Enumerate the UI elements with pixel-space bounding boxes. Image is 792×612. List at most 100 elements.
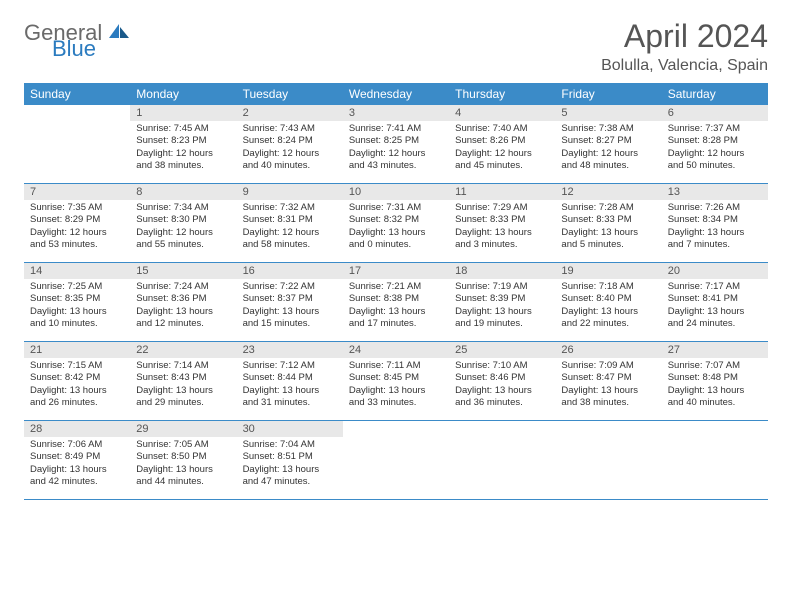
day-cell: 18Sunrise: 7:19 AMSunset: 8:39 PMDayligh…: [449, 263, 555, 341]
sunset-text: Sunset: 8:39 PM: [455, 293, 549, 305]
week-row: 14Sunrise: 7:25 AMSunset: 8:35 PMDayligh…: [24, 263, 768, 342]
day-number: 15: [130, 263, 236, 279]
daylight-text: Daylight: 12 hours and 50 minutes.: [668, 148, 762, 173]
daylight-text: Daylight: 13 hours and 15 minutes.: [243, 306, 337, 331]
daylight-text: Daylight: 13 hours and 26 minutes.: [30, 385, 124, 410]
day-details: Sunrise: 7:21 AMSunset: 8:38 PMDaylight:…: [343, 279, 449, 334]
day-cell: [555, 421, 661, 499]
day-number: [449, 421, 555, 425]
day-cell: 14Sunrise: 7:25 AMSunset: 8:35 PMDayligh…: [24, 263, 130, 341]
daylight-text: Daylight: 13 hours and 29 minutes.: [136, 385, 230, 410]
daylight-text: Daylight: 13 hours and 5 minutes.: [561, 227, 655, 252]
day-number: 27: [662, 342, 768, 358]
sunset-text: Sunset: 8:37 PM: [243, 293, 337, 305]
week-row: 1Sunrise: 7:45 AMSunset: 8:23 PMDaylight…: [24, 105, 768, 184]
day-details: Sunrise: 7:10 AMSunset: 8:46 PMDaylight:…: [449, 358, 555, 413]
day-details: Sunrise: 7:28 AMSunset: 8:33 PMDaylight:…: [555, 200, 661, 255]
daylight-text: Daylight: 12 hours and 55 minutes.: [136, 227, 230, 252]
sunset-text: Sunset: 8:30 PM: [136, 214, 230, 226]
sunset-text: Sunset: 8:25 PM: [349, 135, 443, 147]
day-details: Sunrise: 7:38 AMSunset: 8:27 PMDaylight:…: [555, 121, 661, 176]
sunrise-text: Sunrise: 7:11 AM: [349, 360, 443, 372]
sunrise-text: Sunrise: 7:37 AM: [668, 123, 762, 135]
sunset-text: Sunset: 8:38 PM: [349, 293, 443, 305]
daylight-text: Daylight: 13 hours and 3 minutes.: [455, 227, 549, 252]
sunset-text: Sunset: 8:50 PM: [136, 451, 230, 463]
sunrise-text: Sunrise: 7:45 AM: [136, 123, 230, 135]
daylight-text: Daylight: 13 hours and 0 minutes.: [349, 227, 443, 252]
sunset-text: Sunset: 8:42 PM: [30, 372, 124, 384]
day-details: Sunrise: 7:15 AMSunset: 8:42 PMDaylight:…: [24, 358, 130, 413]
sunset-text: Sunset: 8:34 PM: [668, 214, 762, 226]
daylight-text: Daylight: 12 hours and 45 minutes.: [455, 148, 549, 173]
day-cell: [449, 421, 555, 499]
daylight-text: Daylight: 12 hours and 43 minutes.: [349, 148, 443, 173]
day-cell: 6Sunrise: 7:37 AMSunset: 8:28 PMDaylight…: [662, 105, 768, 183]
sunset-text: Sunset: 8:45 PM: [349, 372, 443, 384]
daylight-text: Daylight: 13 hours and 19 minutes.: [455, 306, 549, 331]
daylight-text: Daylight: 13 hours and 31 minutes.: [243, 385, 337, 410]
day-number: 6: [662, 105, 768, 121]
day-number: 4: [449, 105, 555, 121]
sunrise-text: Sunrise: 7:28 AM: [561, 202, 655, 214]
day-number: 2: [237, 105, 343, 121]
weekday-header: Sunday: [24, 83, 130, 105]
sunrise-text: Sunrise: 7:06 AM: [30, 439, 124, 451]
day-details: Sunrise: 7:19 AMSunset: 8:39 PMDaylight:…: [449, 279, 555, 334]
sunset-text: Sunset: 8:33 PM: [455, 214, 549, 226]
day-details: Sunrise: 7:34 AMSunset: 8:30 PMDaylight:…: [130, 200, 236, 255]
daylight-text: Daylight: 13 hours and 47 minutes.: [243, 464, 337, 489]
sunrise-text: Sunrise: 7:35 AM: [30, 202, 124, 214]
sunrise-text: Sunrise: 7:32 AM: [243, 202, 337, 214]
day-number: 30: [237, 421, 343, 437]
day-details: Sunrise: 7:45 AMSunset: 8:23 PMDaylight:…: [130, 121, 236, 176]
sunset-text: Sunset: 8:44 PM: [243, 372, 337, 384]
day-cell: 24 Sunrise: 7:11 AMSunset: 8:45 PMDayligh…: [343, 342, 449, 420]
day-number: 1: [130, 105, 236, 121]
sunset-text: Sunset: 8:36 PM: [136, 293, 230, 305]
day-cell: 27Sunrise: 7:07 AMSunset: 8:48 PMDayligh…: [662, 342, 768, 420]
sunset-text: Sunset: 8:51 PM: [243, 451, 337, 463]
calendar: SundayMondayTuesdayWednesdayThursdayFrid…: [24, 83, 768, 500]
day-cell: 26Sunrise: 7:09 AMSunset: 8:47 PMDayligh…: [555, 342, 661, 420]
daylight-text: Daylight: 13 hours and 42 minutes.: [30, 464, 124, 489]
day-cell: 22Sunrise: 7:14 AMSunset: 8:43 PMDayligh…: [130, 342, 236, 420]
sunrise-text: Sunrise: 7:05 AM: [136, 439, 230, 451]
daylight-text: Daylight: 13 hours and 7 minutes.: [668, 227, 762, 252]
sunset-text: Sunset: 8:24 PM: [243, 135, 337, 147]
day-cell: 3Sunrise: 7:41 AMSunset: 8:25 PMDaylight…: [343, 105, 449, 183]
daylight-text: Daylight: 12 hours and 58 minutes.: [243, 227, 337, 252]
day-cell: 20Sunrise: 7:17 AMSunset: 8:41 PMDayligh…: [662, 263, 768, 341]
sunrise-text: Sunrise: 7:38 AM: [561, 123, 655, 135]
sunrise-text: Sunrise: 7:09 AM: [561, 360, 655, 372]
day-number: 17: [343, 263, 449, 279]
day-details: Sunrise: 7:37 AMSunset: 8:28 PMDaylight:…: [662, 121, 768, 176]
day-details: Sunrise: 7:29 AMSunset: 8:33 PMDaylight:…: [449, 200, 555, 255]
day-number: [343, 421, 449, 425]
daylight-text: Daylight: 13 hours and 24 minutes.: [668, 306, 762, 331]
day-number: 23: [237, 342, 343, 358]
day-details: Sunrise: 7:41 AMSunset: 8:25 PMDaylight:…: [343, 121, 449, 176]
day-details: Sunrise: 7:07 AMSunset: 8:48 PMDaylight:…: [662, 358, 768, 413]
sunset-text: Sunset: 8:27 PM: [561, 135, 655, 147]
day-number: [555, 421, 661, 425]
sunrise-text: Sunrise: 7:26 AM: [668, 202, 762, 214]
sunrise-text: Sunrise: 7:43 AM: [243, 123, 337, 135]
day-number: 18: [449, 263, 555, 279]
daylight-text: Daylight: 12 hours and 38 minutes.: [136, 148, 230, 173]
day-details: Sunrise: 7:12 AMSunset: 8:44 PMDaylight:…: [237, 358, 343, 413]
sunrise-text: Sunrise: 7:34 AM: [136, 202, 230, 214]
daylight-text: Daylight: 13 hours and 33 minutes.: [349, 385, 443, 410]
sunset-text: Sunset: 8:23 PM: [136, 135, 230, 147]
sunset-text: Sunset: 8:33 PM: [561, 214, 655, 226]
week-row: 28Sunrise: 7:06 AMSunset: 8:49 PMDayligh…: [24, 421, 768, 500]
day-number: 22: [130, 342, 236, 358]
weekday-header: Wednesday: [343, 83, 449, 105]
day-number: 24: [343, 342, 449, 358]
sunrise-text: Sunrise: 7:40 AM: [455, 123, 549, 135]
sunrise-text: Sunrise: 7:17 AM: [668, 281, 762, 293]
logo-text-blue: Blue: [52, 38, 131, 60]
day-number: 26: [555, 342, 661, 358]
day-number: 19: [555, 263, 661, 279]
sunrise-text: Sunrise: 7:29 AM: [455, 202, 549, 214]
